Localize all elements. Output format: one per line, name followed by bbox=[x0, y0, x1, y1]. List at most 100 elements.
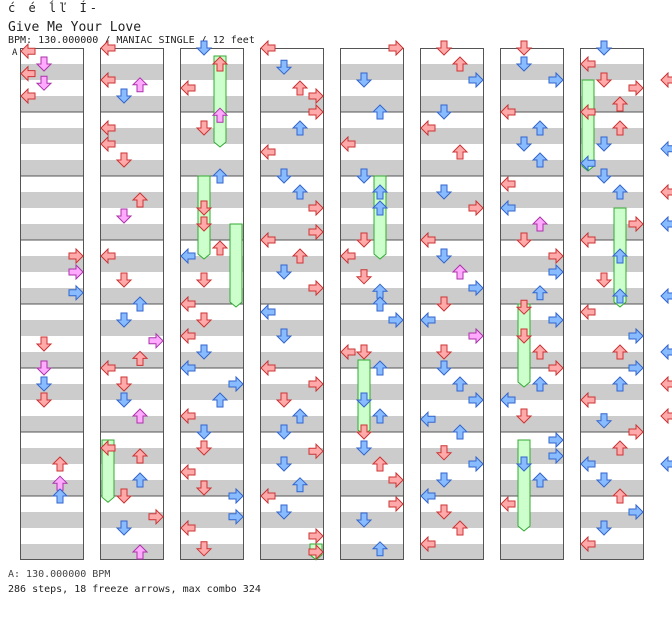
stats-footer: 286 steps, 18 freeze arrows, max combo 3… bbox=[8, 584, 261, 595]
step-arrow bbox=[515, 232, 533, 248]
beat-stripe bbox=[340, 288, 404, 304]
step-chart bbox=[20, 39, 672, 561]
step-arrow bbox=[35, 336, 53, 352]
beat-stripe bbox=[260, 96, 324, 112]
beat-stripe bbox=[340, 416, 404, 432]
step-arrow bbox=[355, 392, 373, 408]
step-arrow bbox=[660, 343, 672, 361]
step-arrow bbox=[195, 216, 213, 232]
step-arrow bbox=[580, 231, 596, 249]
step-arrow bbox=[260, 143, 276, 161]
beat-stripe bbox=[180, 96, 244, 112]
beat-stripe bbox=[420, 416, 484, 432]
step-arrow bbox=[115, 88, 133, 104]
step-arrow bbox=[68, 284, 84, 302]
chart-column bbox=[340, 48, 404, 560]
step-arrow bbox=[515, 299, 533, 315]
step-arrow bbox=[35, 56, 53, 72]
beat-stripe bbox=[580, 544, 644, 560]
beat-stripe bbox=[500, 192, 564, 208]
step-arrow bbox=[180, 359, 196, 377]
step-arrow bbox=[420, 311, 436, 329]
step-arrow bbox=[355, 72, 373, 88]
step-arrow bbox=[35, 376, 53, 392]
step-arrow bbox=[468, 71, 484, 89]
step-arrow bbox=[451, 520, 469, 536]
step-arrow bbox=[115, 208, 133, 224]
beat-stripe bbox=[580, 480, 644, 496]
step-arrow bbox=[275, 59, 293, 75]
step-arrow bbox=[115, 312, 133, 328]
beat-stripe bbox=[180, 64, 244, 80]
beat-stripe bbox=[500, 96, 564, 112]
step-arrow bbox=[195, 541, 213, 557]
step-arrow bbox=[660, 407, 672, 425]
beat-stripe bbox=[260, 544, 324, 560]
step-arrow bbox=[580, 303, 596, 321]
step-arrow bbox=[548, 71, 564, 89]
step-arrow bbox=[371, 296, 389, 312]
step-arrow bbox=[35, 75, 53, 91]
beat-stripe bbox=[180, 384, 244, 400]
step-arrow bbox=[628, 215, 644, 233]
chart-column bbox=[420, 48, 484, 560]
artist-label: ć é ĺľ Í- bbox=[8, 1, 101, 15]
step-arrow bbox=[308, 527, 324, 545]
step-arrow bbox=[500, 199, 516, 217]
step-arrow bbox=[628, 503, 644, 521]
beat-stripe bbox=[100, 384, 164, 400]
step-arrow bbox=[531, 344, 549, 360]
beat-stripe bbox=[340, 320, 404, 336]
step-arrow bbox=[355, 512, 373, 528]
step-arrow bbox=[451, 264, 469, 280]
step-arrow bbox=[100, 247, 116, 265]
step-arrow bbox=[580, 455, 596, 473]
step-arrow bbox=[260, 303, 276, 321]
step-arrow bbox=[195, 272, 213, 288]
step-arrow bbox=[371, 360, 389, 376]
beat-stripe bbox=[580, 320, 644, 336]
beat-stripe bbox=[340, 224, 404, 240]
step-arrow bbox=[468, 279, 484, 297]
step-arrow bbox=[308, 223, 324, 241]
beat-stripe bbox=[20, 64, 84, 80]
step-arrow bbox=[660, 183, 672, 201]
step-arrow bbox=[115, 272, 133, 288]
step-arrow bbox=[20, 42, 36, 60]
beat-stripe bbox=[260, 256, 324, 272]
step-arrow bbox=[531, 376, 549, 392]
column-border bbox=[420, 48, 484, 560]
beat-stripe bbox=[260, 448, 324, 464]
beat-stripe bbox=[260, 160, 324, 176]
step-arrow bbox=[500, 495, 516, 513]
step-arrow bbox=[355, 168, 373, 184]
step-arrow bbox=[468, 327, 484, 345]
step-arrow bbox=[515, 328, 533, 344]
beat-stripe bbox=[100, 160, 164, 176]
step-arrow bbox=[291, 80, 309, 96]
step-arrow bbox=[180, 463, 196, 481]
step-arrow bbox=[291, 408, 309, 424]
beat-stripe bbox=[20, 512, 84, 528]
step-arrow bbox=[260, 359, 276, 377]
step-arrow bbox=[291, 120, 309, 136]
step-arrow bbox=[611, 488, 629, 504]
freeze-arrow bbox=[213, 55, 227, 148]
step-arrow bbox=[131, 296, 149, 312]
step-arrow bbox=[420, 535, 436, 553]
beat-stripe bbox=[180, 544, 244, 560]
beat-stripe bbox=[180, 512, 244, 528]
beat-stripe bbox=[20, 192, 84, 208]
beat-stripe bbox=[180, 480, 244, 496]
beat-stripe bbox=[420, 128, 484, 144]
step-arrow bbox=[131, 472, 149, 488]
step-arrow bbox=[500, 103, 516, 121]
step-arrow bbox=[628, 79, 644, 97]
beat-stripe bbox=[180, 224, 244, 240]
beat-stripe bbox=[100, 320, 164, 336]
beat-stripe bbox=[500, 160, 564, 176]
step-arrow bbox=[371, 200, 389, 216]
step-arrow bbox=[515, 40, 533, 56]
step-arrow bbox=[195, 120, 213, 136]
step-arrow bbox=[435, 360, 453, 376]
